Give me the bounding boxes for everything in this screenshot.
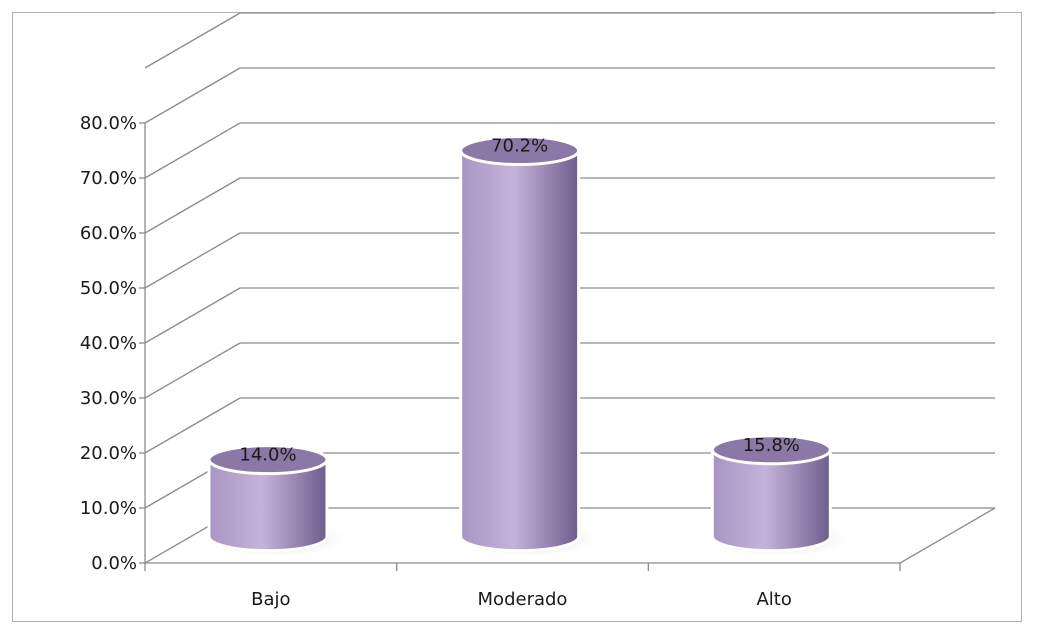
x-tick-label-1: Moderado	[478, 589, 568, 610]
bar-top-2	[710, 434, 832, 466]
y-tick-label-1: 10.0%	[80, 498, 137, 519]
bar-moderado	[452, 135, 603, 559]
y-tick-label-7: 70.0%	[80, 168, 137, 189]
label-layer: 14.0% Bajo 70.2% Moderado 15.8% Alto	[239, 136, 800, 610]
gridline-side-2	[144, 397, 241, 454]
bar-alto	[704, 434, 855, 559]
bar-body-1	[459, 149, 581, 553]
y-tick-label-6: 60.0%	[80, 223, 137, 244]
gridline-side-7	[144, 122, 241, 179]
y-tick-label-4: 40.0%	[80, 333, 137, 354]
y-tick-label-2: 20.0%	[80, 443, 137, 464]
gridline-side-5	[144, 232, 241, 289]
data-label-1: 70.2%	[491, 136, 548, 157]
floor-right-edge	[899, 507, 996, 564]
bar-bajo	[200, 444, 351, 559]
data-label-0: 14.0%	[239, 445, 296, 466]
gridline-side-4	[144, 287, 241, 344]
bar-top-1	[459, 135, 581, 167]
y-tick-label-0: 0.0%	[91, 553, 137, 574]
x-tick-label-2: Alto	[756, 589, 791, 610]
y-tick-label-3: 30.0%	[80, 388, 137, 409]
axis-layer: 0.0% 10.0% 20.0% 30.0% 40.0% 50.0% 60.0% 70.0% 8…	[80, 113, 996, 574]
y-tick-label-8: 80.0%	[80, 113, 137, 134]
gridline-side-6	[144, 177, 241, 234]
bar-layer	[200, 135, 855, 559]
gridline-side-9	[144, 12, 241, 69]
x-tick-label-0: Bajo	[251, 589, 290, 610]
bar-body-0	[207, 458, 329, 553]
gridline-side-8	[144, 67, 241, 124]
bar-top-0	[207, 444, 329, 476]
gridline-side-3	[144, 342, 241, 399]
bar-body-2	[710, 448, 832, 553]
data-label-2: 15.8%	[743, 435, 800, 456]
y-tick-label-5: 50.0%	[80, 278, 137, 299]
